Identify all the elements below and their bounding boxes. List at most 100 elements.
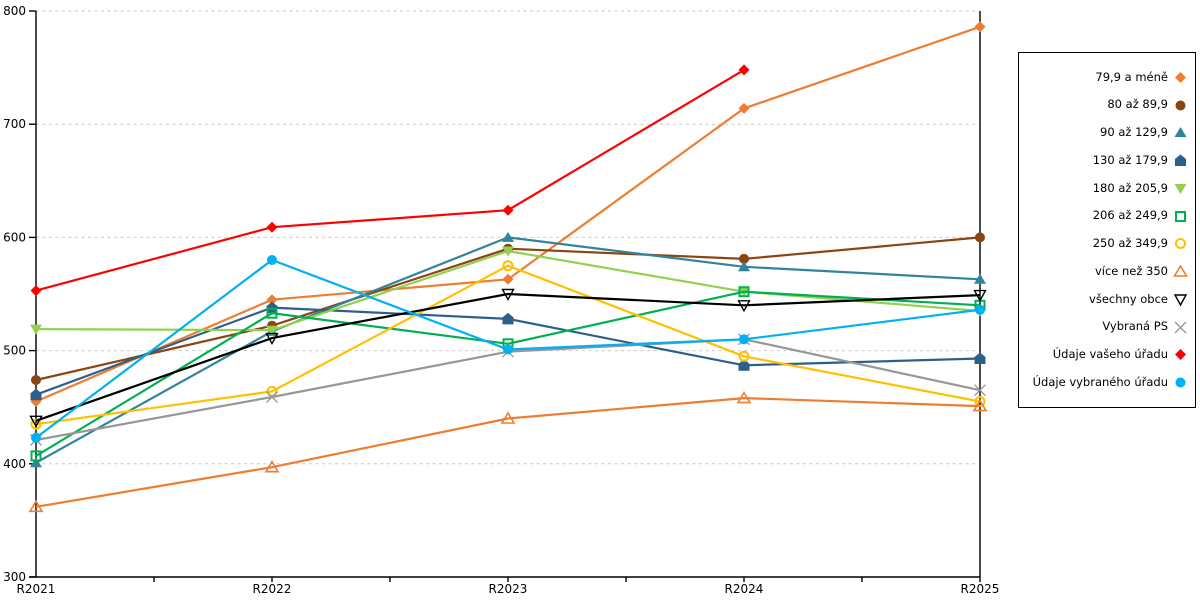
square-hollow-icon — [738, 286, 750, 298]
legend-item: 180 až 205,9 — [1019, 181, 1195, 196]
legend-marker — [1173, 264, 1188, 277]
series-line — [35, 290, 981, 457]
legend-item-label: 90 až 129,9 — [1100, 125, 1168, 140]
chart-legend: 79,9 a méně 80 až 89,9 90 až 129,9 130 až 1… — [1018, 52, 1196, 408]
diamond-icon — [502, 204, 514, 216]
y-tick-label: 800 — [3, 4, 26, 18]
triangle-down-icon — [266, 325, 278, 336]
series-line — [35, 68, 745, 292]
legend-item-label: Údaje vybraného úřadu — [1032, 374, 1168, 389]
legend-item-label: 180 až 205,9 — [1092, 180, 1168, 195]
legend-item-label: 206 až 249,9 — [1092, 208, 1168, 223]
pentagon-icon — [738, 359, 750, 371]
circle-icon — [975, 304, 985, 315]
legend-item-label: Údaje vašeho úřadu — [1052, 347, 1168, 362]
triangle-up-hollow-icon — [736, 391, 752, 404]
diamond-icon — [1175, 349, 1186, 361]
diamond-icon — [738, 102, 750, 114]
square-hollow-icon — [1175, 210, 1186, 222]
triangle-up-hollow-icon — [500, 411, 516, 424]
triangle-down-hollow-icon — [501, 288, 515, 301]
x-tick-label: R2021 — [17, 582, 56, 596]
legend-item: Údaje vybraného úřadu — [1019, 375, 1195, 390]
triangle-down-hollow-icon — [265, 332, 279, 346]
legend-item-label: 79,9 a méně — [1095, 69, 1168, 84]
legend-item-label: všechny obce — [1089, 291, 1168, 306]
pentagon-icon — [266, 301, 278, 314]
legend-marker — [1175, 71, 1186, 83]
legend-item: 80 až 89,9 — [1019, 98, 1195, 113]
legend-item: 250 až 349,9 — [1019, 236, 1195, 251]
legend-item-label: více než 350 — [1094, 263, 1168, 278]
x-tick-label: R2025 — [961, 582, 1000, 596]
triangle-up-icon — [1174, 127, 1187, 138]
y-tick-label: 400 — [3, 457, 26, 471]
diamond-icon — [1175, 71, 1186, 83]
legend-item: 79,9 a méně — [1019, 70, 1195, 85]
circle-icon — [31, 375, 41, 385]
legend-item-label: 130 až 179,9 — [1092, 152, 1168, 167]
circle-hollow-icon — [1175, 238, 1186, 250]
legend-marker — [1175, 238, 1186, 250]
pentagon-icon — [502, 312, 514, 325]
circle-icon — [739, 253, 749, 264]
series-line — [35, 396, 981, 508]
triangle-down-icon — [502, 246, 514, 257]
x-icon — [1174, 321, 1187, 334]
triangle-up-hollow-icon — [264, 460, 280, 473]
legend-marker — [1174, 321, 1187, 334]
triangle-up-icon — [738, 261, 750, 272]
legend-marker — [1173, 294, 1188, 307]
square-hollow-icon — [266, 307, 278, 319]
circle-hollow-icon — [738, 350, 750, 362]
series-line — [35, 292, 981, 422]
circle-hollow-icon — [502, 260, 514, 272]
diamond-icon — [738, 64, 750, 76]
triangle-up-icon — [502, 231, 514, 242]
legend-marker — [1175, 349, 1186, 361]
x-icon — [266, 391, 278, 403]
legend-marker — [1175, 210, 1186, 222]
diamond-icon — [266, 294, 278, 306]
y-tick-label: 700 — [3, 117, 26, 131]
triangle-down-hollow-icon — [973, 289, 987, 303]
circle-icon — [503, 344, 513, 355]
legend-marker — [1175, 100, 1186, 111]
legend-item: 206 až 249,9 — [1019, 209, 1195, 224]
triangle-down-hollow-icon — [1173, 294, 1188, 307]
circle-icon — [739, 334, 749, 345]
circle-icon — [1175, 377, 1186, 388]
legend-item: 90 až 129,9 — [1019, 125, 1195, 140]
legend-marker — [1175, 377, 1186, 388]
triangle-up-hollow-icon — [972, 399, 988, 412]
pentagon-icon — [974, 352, 986, 364]
triangle-down-hollow-icon — [737, 300, 751, 313]
triangle-down-icon — [1174, 183, 1187, 194]
legend-item: Vybraná PS — [1019, 320, 1195, 335]
legend-item: všechny obce — [1019, 292, 1195, 307]
circle-icon — [975, 232, 985, 243]
series-line — [35, 264, 981, 426]
circle-icon — [267, 255, 277, 265]
pentagon-icon — [30, 388, 42, 401]
legend-marker — [1175, 154, 1186, 167]
y-tick-label: 300 — [3, 570, 26, 584]
x-tick-label: R2022 — [253, 582, 292, 596]
diamond-icon — [974, 21, 986, 33]
legend-item-label: Vybraná PS — [1102, 319, 1168, 334]
legend-item: více než 350 — [1019, 264, 1195, 279]
triangle-up-hollow-icon — [28, 499, 44, 513]
triangle-down-icon — [30, 324, 42, 335]
diamond-icon — [30, 285, 42, 297]
legend-marker — [1174, 127, 1187, 138]
legend-item-label: 250 až 349,9 — [1092, 236, 1168, 251]
legend-item-label: 80 až 89,9 — [1107, 97, 1168, 112]
circle-icon — [1175, 100, 1186, 111]
x-tick-label: R2024 — [725, 582, 764, 596]
y-tick-label: 500 — [3, 344, 26, 358]
legend-item: Údaje vašeho úřadu — [1019, 347, 1195, 362]
legend-item: 130 až 179,9 — [1019, 153, 1195, 168]
triangle-up-icon — [974, 273, 986, 284]
